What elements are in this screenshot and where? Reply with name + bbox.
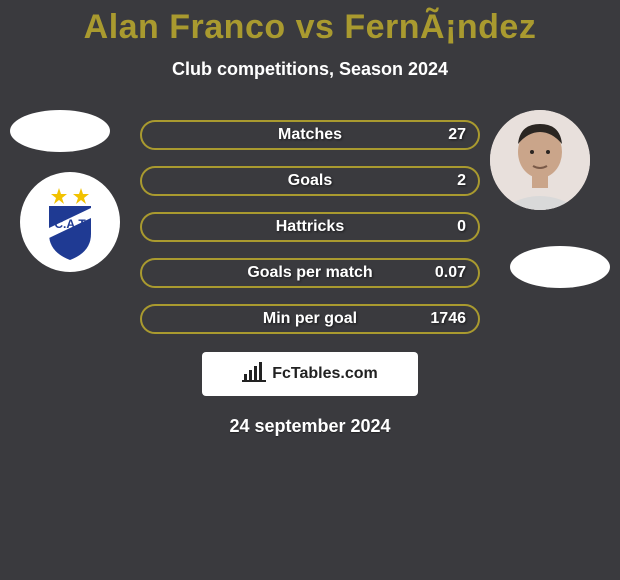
branding-badge: FcTables.com bbox=[202, 352, 418, 396]
stat-bar-outline bbox=[140, 258, 480, 288]
stat-bar-row: Goals per match0.07 bbox=[140, 258, 480, 288]
right-player-avatar bbox=[490, 110, 590, 210]
stat-bar-outline bbox=[140, 304, 480, 334]
stat-bar-row: Hattricks0 bbox=[140, 212, 480, 242]
comparison-subtitle: Club competitions, Season 2024 bbox=[0, 59, 620, 80]
right-club-emblem-placeholder bbox=[510, 246, 610, 288]
stat-bars: Matches27 Goals2 Hattricks0 Goals per match… bbox=[140, 120, 480, 334]
snapshot-date: 24 september 2024 bbox=[0, 416, 620, 437]
stat-bar-outline bbox=[140, 120, 480, 150]
stat-bar-row: Matches27 bbox=[140, 120, 480, 150]
svg-text:C.A.T: C.A.T bbox=[54, 217, 86, 231]
branding-text: FcTables.com bbox=[272, 365, 378, 383]
stat-bar-row: Min per goal1746 bbox=[140, 304, 480, 334]
left-player-avatar-placeholder bbox=[10, 110, 110, 152]
club-shield-icon: C.A.T bbox=[31, 178, 109, 266]
bar-chart-icon bbox=[242, 362, 266, 387]
stat-bar-outline bbox=[140, 166, 480, 196]
stat-bar-outline bbox=[140, 212, 480, 242]
left-club-emblem: C.A.T bbox=[20, 172, 120, 272]
stat-bar-row: Goals2 bbox=[140, 166, 480, 196]
comparison-stage: C.A.T Matches27Go bbox=[0, 120, 620, 334]
comparison-title: Alan Franco vs FernÃ¡ndez bbox=[0, 8, 620, 47]
